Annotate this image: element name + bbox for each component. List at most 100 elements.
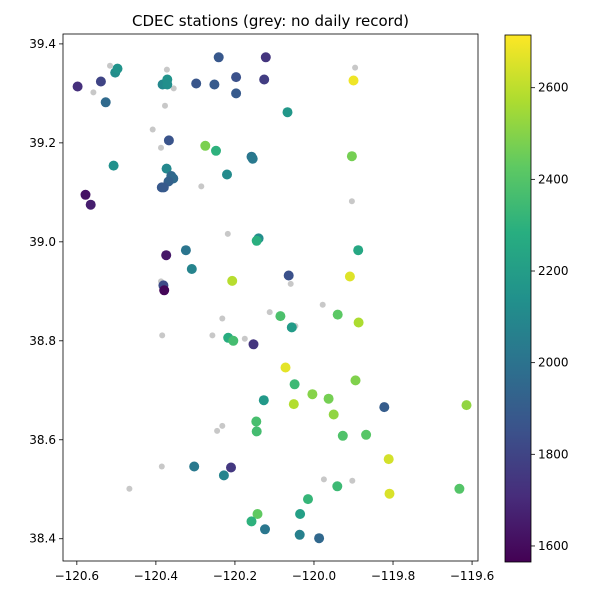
colorbar-gradient (505, 35, 531, 562)
station-point (186, 264, 197, 274)
grey-station-point (319, 301, 326, 308)
plot-area: −120.6 −120.4 −120.2 −120.0 −119.8 −119.6 38.… (29, 33, 494, 583)
x-tick-label: −120.6 (55, 569, 99, 583)
station-point (80, 189, 91, 200)
x-tick-label: −119.6 (450, 569, 494, 583)
grey-station-point (90, 89, 97, 96)
station-point (100, 97, 111, 108)
grey-station-point (348, 198, 355, 205)
grey-station-point (149, 126, 156, 133)
station-point (314, 533, 325, 544)
station-point (231, 88, 242, 99)
grey-station-point (159, 332, 166, 339)
colorbar-tick-label: 2000 (538, 356, 569, 370)
station-point (303, 494, 313, 505)
y-axis: 38.4 38.6 38.8 39.0 39.2 39.4 (29, 37, 63, 546)
station-point (337, 430, 348, 441)
station-point (280, 362, 291, 373)
station-point (211, 145, 221, 156)
y-tick-label: 38.6 (29, 433, 56, 447)
x-tick-label: −120.2 (213, 569, 257, 583)
station-point (112, 63, 123, 74)
station-point (258, 395, 269, 406)
station-point (379, 402, 390, 413)
grey-station-point (266, 309, 273, 316)
station-point (252, 509, 263, 519)
station-point (461, 400, 472, 411)
y-tick-label: 38.4 (29, 532, 56, 546)
station-point (454, 483, 465, 494)
station-point (158, 182, 169, 193)
station-point (246, 516, 257, 527)
grey-station-point (224, 230, 231, 237)
station-point (348, 75, 359, 86)
grey-station-point (107, 62, 113, 69)
station-point (231, 72, 242, 83)
station-point (248, 339, 259, 350)
station-point (209, 79, 220, 90)
station-point (191, 78, 202, 89)
colorbar-tick-label: 2600 (538, 81, 569, 95)
grey-station-point (349, 477, 356, 484)
grey-station-point (198, 183, 205, 190)
station-point (350, 375, 361, 386)
colorbar-tick-label: 1800 (538, 447, 569, 461)
y-tick-label: 39.0 (29, 235, 56, 249)
station-point (251, 416, 262, 427)
station-point (260, 52, 271, 63)
station-point (108, 160, 119, 171)
station-point (259, 74, 270, 85)
colorbar-tick-label: 1600 (538, 539, 569, 553)
station-point (275, 311, 286, 322)
station-point (228, 335, 239, 346)
grey-station-point (126, 485, 133, 492)
colorbar: 1600 1800 2000 2200 2400 2600 (504, 34, 569, 563)
grey-station-point (219, 315, 226, 322)
x-axis: −120.6 −120.4 −120.2 −120.0 −119.8 −119.6 (55, 561, 494, 583)
station-point (95, 76, 106, 87)
station-point (328, 409, 339, 420)
station-point (332, 309, 343, 320)
station-point (294, 529, 305, 540)
station-point (251, 426, 262, 437)
station-point (346, 151, 357, 162)
station-point (332, 481, 343, 492)
grey-station-point (158, 144, 164, 151)
plot-frame (62, 33, 479, 562)
station-point (159, 285, 170, 296)
station-point (85, 199, 96, 210)
station-point (161, 163, 172, 174)
station-point (282, 107, 293, 118)
station-point (180, 245, 191, 256)
colorbar-frame (504, 34, 532, 563)
chart-title: CDEC stations (grey: no daily record) (132, 12, 409, 30)
station-point (286, 322, 297, 333)
station-point (218, 470, 229, 481)
no-daily-record-series (90, 62, 359, 536)
grey-station-point (287, 280, 294, 287)
station-point (283, 270, 294, 281)
station-point (213, 52, 224, 63)
grey-station-point (352, 64, 359, 71)
station-point (295, 509, 306, 519)
x-tick-label: −120.0 (292, 569, 336, 583)
station-point (226, 462, 236, 473)
grey-station-point (219, 422, 226, 429)
station-point (251, 235, 262, 246)
station-point (361, 429, 372, 440)
station-point (200, 140, 211, 151)
station-point (383, 454, 394, 465)
station-point (227, 275, 238, 286)
y-tick-label: 39.4 (29, 37, 56, 51)
grey-station-point (214, 427, 221, 434)
grey-station-point (209, 332, 216, 339)
grey-station-point (158, 463, 165, 470)
x-tick-label: −119.8 (371, 569, 415, 583)
station-point (288, 399, 299, 410)
station-point (353, 317, 364, 328)
station-point (260, 524, 270, 535)
y-tick-label: 39.2 (29, 136, 56, 150)
colorbar-tick-label: 2200 (538, 264, 569, 278)
daily-record-series (72, 52, 472, 544)
